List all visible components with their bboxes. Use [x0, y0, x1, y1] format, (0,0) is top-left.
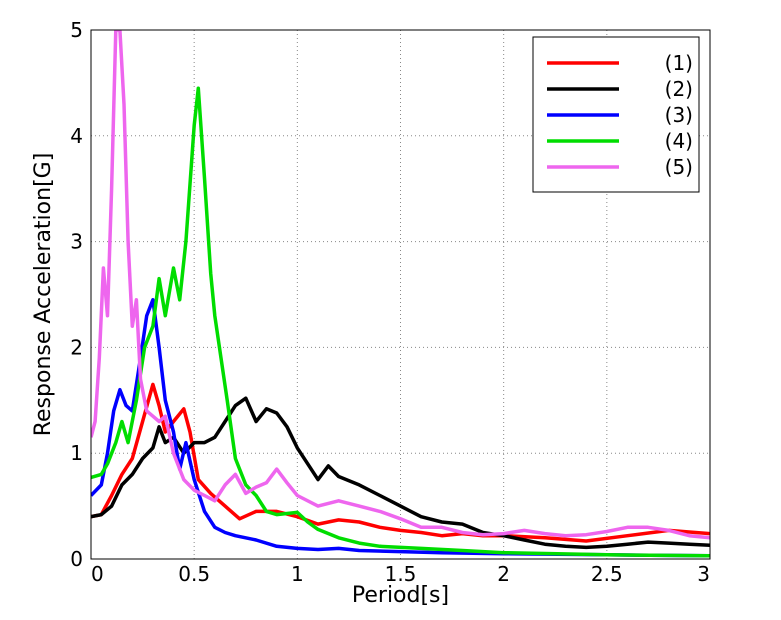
- x-tick-label: 3: [697, 562, 710, 586]
- y-tick-label: 2: [70, 335, 83, 359]
- legend: (1)(2)(3)(4)(5): [532, 36, 700, 193]
- series-line-5: [91, 30, 710, 540]
- series-lines: [91, 30, 710, 558]
- y-axis-label: Response Acceleration[G]: [31, 153, 56, 437]
- legend-label: (1): [665, 51, 693, 75]
- plot-frame: [90, 29, 711, 560]
- series-line-3: [91, 298, 710, 558]
- y-tick-label: 5: [70, 18, 83, 42]
- series-line-2: [91, 396, 710, 550]
- x-tick-label: 1: [291, 562, 304, 586]
- x-tick-label: 0.5: [178, 562, 210, 586]
- y-tick-label: 3: [70, 230, 83, 254]
- y-tick-labels: 0 1 2 3 4 5: [70, 18, 83, 571]
- x-tick-labels: 0 0.5 1 1.5 2 2.5 3: [91, 562, 710, 586]
- x-tick-label: 2.5: [591, 562, 623, 586]
- series-line-4: [91, 86, 710, 558]
- y-tick-label: 0: [70, 547, 83, 571]
- legend-label: (2): [665, 77, 693, 101]
- x-tick-label: 2: [497, 562, 510, 586]
- x-tick-label: 0: [91, 562, 104, 586]
- legend-label: (3): [665, 103, 693, 127]
- x-axis-label: Period[s]: [352, 583, 449, 608]
- y-tick-label: 4: [70, 124, 83, 148]
- y-tick-label: 1: [70, 441, 83, 465]
- x-tick-label: 1.5: [385, 562, 417, 586]
- legend-label: (4): [665, 129, 693, 153]
- legend-label: (5): [665, 155, 693, 179]
